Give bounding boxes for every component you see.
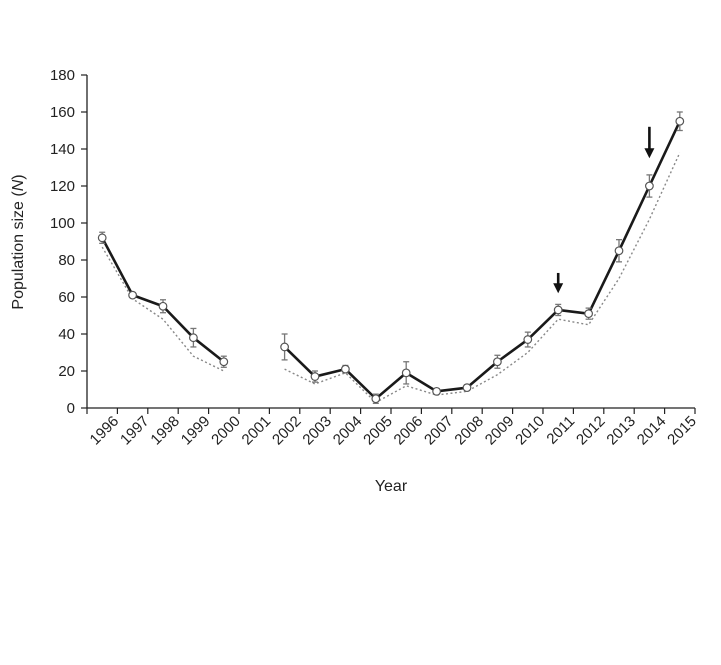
y-axis-title-prefix: Population size ( [10, 191, 27, 310]
x-tick-label: 2008 [451, 413, 487, 449]
y-tick-label: 100 [50, 215, 75, 232]
data-point-2000 [219, 355, 229, 368]
x-tick-label: 2013 [603, 413, 639, 449]
x-tick-label: 2012 [573, 413, 609, 449]
arrow-head [553, 283, 564, 294]
y-tick-label: 180 [50, 67, 75, 84]
data-point-2011 [553, 303, 563, 317]
x-tick-label: 2010 [512, 413, 548, 449]
x-tick-label: 2000 [208, 413, 244, 449]
data-point-2006 [401, 361, 411, 385]
solid-series-layer [97, 111, 685, 405]
data-marker [188, 333, 198, 343]
data-point-1999 [188, 327, 198, 348]
x-tick-label: 2011 [543, 413, 578, 448]
data-point-2013 [614, 238, 624, 263]
x-tick-label: 2015 [664, 413, 700, 449]
data-point-1996 [97, 231, 107, 245]
arrow-2011 [553, 272, 564, 294]
dotted-series-line [284, 152, 681, 404]
dotted-series-layer [101, 152, 681, 404]
arrow-2014 [644, 126, 655, 159]
data-marker [128, 290, 138, 300]
x-tick-label: 1996 [87, 413, 123, 449]
data-point-2009 [493, 354, 502, 369]
y-axis-title-suffix: ) [10, 174, 27, 179]
x-tick-label: 2004 [330, 413, 366, 449]
data-point-2012 [584, 307, 593, 320]
data-marker [553, 305, 563, 315]
data-marker [432, 386, 442, 396]
y-tick-label: 120 [50, 178, 75, 195]
x-tick-label: 2005 [360, 413, 396, 449]
data-marker [280, 342, 290, 352]
y-tick-label: 80 [58, 252, 75, 269]
x-tick-label: 2007 [421, 413, 457, 449]
axes-layer: 0 20 40 60 80 100 120 140 160 180 1996199719981999… [50, 67, 700, 448]
data-point-2005 [371, 393, 381, 405]
y-tick-label: 140 [50, 141, 75, 158]
y-tick-label: 40 [58, 326, 75, 343]
x-tick-label: 1998 [147, 413, 183, 449]
y-tick-label: 60 [58, 289, 75, 306]
y-axis-title: Population size (N) [10, 174, 27, 309]
x-tick-label: 2003 [299, 413, 335, 449]
solid-series-line [283, 120, 681, 401]
x-tick-label: 2014 [634, 413, 670, 449]
data-point-2015 [675, 111, 685, 132]
data-marker [371, 394, 381, 404]
y-tick-label: 0 [67, 400, 75, 417]
data-marker [493, 357, 502, 367]
data-marker [219, 357, 229, 367]
data-point-2002 [280, 333, 290, 361]
data-marker [310, 372, 320, 381]
annotation-layer [553, 126, 655, 294]
data-point-1997 [128, 290, 138, 300]
x-tick-label: 1997 [117, 413, 153, 449]
x-tick-label: 2009 [482, 413, 518, 449]
data-point-2007 [432, 386, 442, 396]
data-point-2010 [523, 331, 533, 348]
data-marker [462, 383, 472, 393]
data-marker [97, 233, 107, 243]
data-marker [614, 246, 624, 256]
data-marker [401, 368, 411, 378]
data-point-1998 [158, 299, 168, 314]
y-tick-label: 160 [50, 104, 75, 121]
data-point-2014 [645, 174, 654, 198]
x-tick-label: 2002 [269, 413, 305, 449]
data-marker [523, 335, 533, 344]
arrow-head [644, 148, 655, 159]
y-tick-label: 20 [58, 363, 75, 380]
x-tick-label: 1999 [178, 413, 214, 449]
data-point-2008 [462, 383, 472, 393]
data-marker [158, 301, 168, 311]
data-point-2004 [341, 364, 350, 374]
x-tick-label: 2006 [391, 413, 427, 449]
x-axis-title: Year [375, 478, 408, 495]
data-marker [584, 309, 593, 319]
data-marker [645, 181, 654, 191]
data-marker [341, 364, 350, 374]
y-axis-title-var: N [10, 179, 27, 191]
data-point-2003 [310, 370, 320, 383]
data-marker [675, 116, 685, 126]
x-tick-label: 2001 [239, 413, 275, 449]
